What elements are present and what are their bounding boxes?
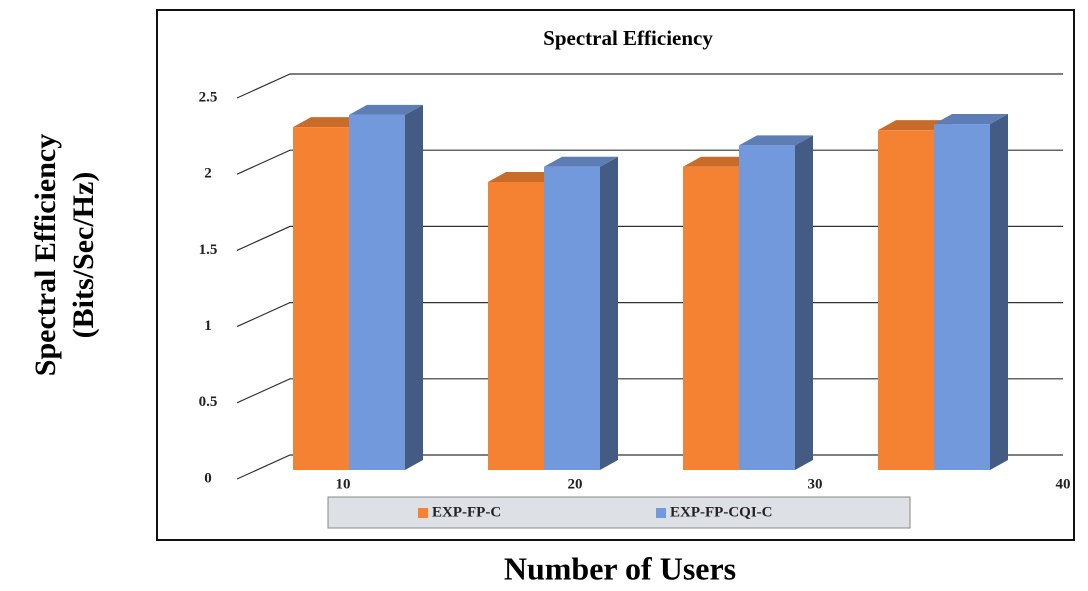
- bar: [683, 166, 739, 470]
- bar: [293, 127, 349, 470]
- y-tick-label: 2.5: [199, 89, 218, 105]
- bar-top: [293, 117, 367, 128]
- bar-top: [488, 171, 562, 182]
- bar: [878, 130, 934, 470]
- y-tick-label: 2: [204, 166, 212, 182]
- legend-swatch: [656, 508, 666, 518]
- bar-side: [795, 135, 813, 470]
- bar-side: [990, 114, 1008, 470]
- y-axis-title-line: Spectral Efficiency: [29, 134, 62, 376]
- x-tick-label: 20: [568, 476, 583, 492]
- bar-top: [544, 156, 618, 167]
- legend-label: EXP-FP-C: [432, 504, 501, 520]
- bar: [349, 114, 405, 471]
- legend-label: EXP-FP-CQI-C: [670, 504, 772, 520]
- grid-line: [236, 73, 1063, 99]
- bar: [544, 166, 600, 470]
- legend: [327, 496, 911, 529]
- y-tick-label: 1: [204, 318, 212, 334]
- legend-swatch: [418, 508, 428, 518]
- x-axis-title: Number of Users: [504, 550, 736, 586]
- x-tick-label: 30: [808, 476, 823, 492]
- y-tick-label: 0.5: [199, 394, 218, 410]
- y-tick-label: 1.5: [199, 242, 218, 258]
- bar-top: [349, 104, 423, 115]
- y-axis-title-line: (Bits/Sec/Hz): [67, 172, 100, 339]
- bar: [934, 124, 990, 470]
- y-axis-title: Spectral Efficiency (Bits/Sec/Hz): [29, 134, 100, 376]
- bar-top: [739, 135, 813, 146]
- bar: [488, 181, 544, 471]
- x-tick-label: 10: [336, 476, 351, 492]
- y-tick-label: 0: [204, 470, 212, 486]
- bar: [739, 145, 795, 470]
- bar-side: [600, 156, 618, 470]
- chart-title: Spectral Efficiency: [543, 26, 713, 50]
- bar-top: [683, 156, 757, 167]
- bar-side: [405, 104, 423, 471]
- bar-top: [878, 120, 952, 131]
- bar-top: [934, 114, 1008, 125]
- x-tick-label: 40: [1056, 476, 1071, 492]
